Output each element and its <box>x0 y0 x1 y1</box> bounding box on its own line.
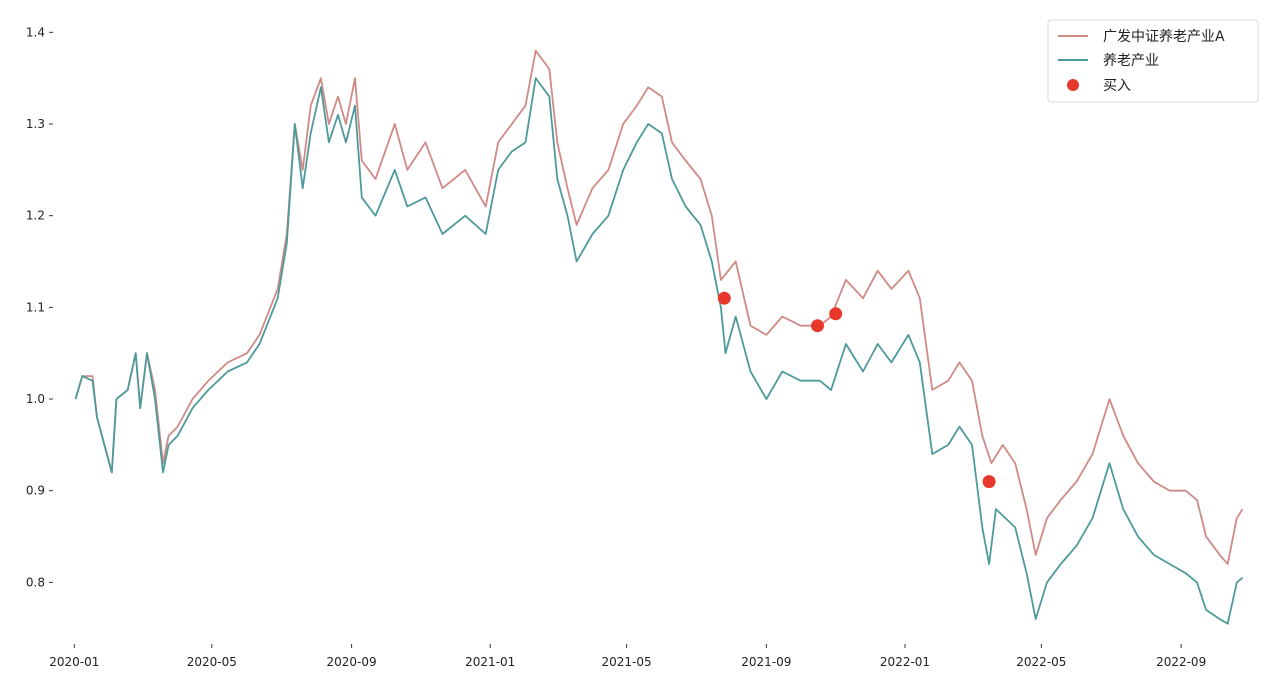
buy-point-1 <box>717 291 731 305</box>
buy-markers <box>717 291 996 489</box>
buy-point-2 <box>811 319 824 333</box>
y-tick-label: 0.8 <box>26 575 45 589</box>
x-tick-label: 2021-01 <box>465 655 515 669</box>
y-tick-label: 1.0 <box>26 392 45 406</box>
y-axis: 0.8 0.9 1.0 1.1 1.2 1.3 1.4 <box>26 25 53 589</box>
x-tick-label: 2020-05 <box>187 655 237 669</box>
buy-point-4 <box>982 475 996 489</box>
buy-point-3 <box>829 307 843 321</box>
x-tick-label: 2021-05 <box>602 655 652 669</box>
series-line-fund-a <box>74 49 1244 565</box>
x-axis: 2020-01 2020-05 2020-09 2021-01 2021-05 2021-… <box>49 644 1206 669</box>
y-tick-label: 1.3 <box>26 117 45 131</box>
y-tick-label: 1.2 <box>26 209 45 223</box>
y-tick-label: 1.4 <box>26 25 45 39</box>
series-line-index <box>74 77 1244 625</box>
legend-frame <box>1047 19 1259 103</box>
x-tick-label: 2022-05 <box>1016 655 1066 669</box>
legend-swatch-buy <box>1067 79 1079 91</box>
x-tick-label: 2021-09 <box>741 655 791 669</box>
y-tick-label: 1.1 <box>26 300 45 314</box>
legend: 广发中证养老产业A 养老产业 买入 <box>1047 19 1259 103</box>
legend-label-fund-a: 广发中证养老产业A <box>1103 29 1225 45</box>
legend-label-index: 养老产业 <box>1103 53 1159 69</box>
y-tick-label: 0.9 <box>26 484 45 498</box>
x-tick-label: 2022-09 <box>1156 655 1206 669</box>
legend-label-buy: 买入 <box>1103 78 1131 94</box>
x-tick-label: 2020-01 <box>49 655 99 669</box>
x-tick-label: 2022-01 <box>880 655 930 669</box>
series-lines <box>74 49 1244 625</box>
x-tick-label: 2020-09 <box>327 655 377 669</box>
